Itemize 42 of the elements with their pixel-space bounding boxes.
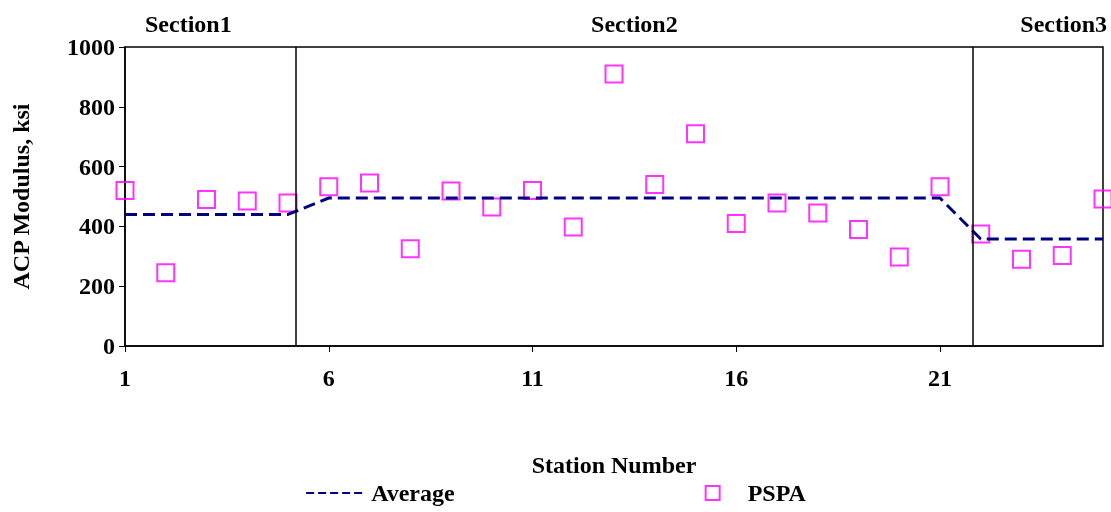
point — [767, 193, 787, 213]
y-tick-label: 1000 — [67, 34, 115, 60]
x-tick-label: 16 — [724, 365, 749, 391]
x-tick-label: 21 — [928, 365, 952, 391]
point — [808, 203, 828, 223]
x-tick-label: 11 — [521, 365, 544, 391]
point — [971, 224, 991, 244]
point — [197, 189, 216, 209]
text: Section2 — [591, 11, 678, 37]
point — [930, 177, 950, 197]
point — [849, 219, 868, 239]
y-axis-title: ACP Modulus, ksi — [8, 103, 34, 290]
x-axis-title: Station Number — [531, 452, 697, 478]
y-tick-label: 800 — [79, 93, 115, 120]
point — [156, 263, 176, 283]
point — [115, 181, 135, 201]
legend-label: Average — [371, 480, 455, 506]
y-tick-label: 0 — [103, 333, 115, 359]
point — [1012, 249, 1031, 269]
x-tick-label: 1 — [119, 365, 131, 391]
text: Section1 — [145, 11, 232, 37]
point — [482, 197, 502, 217]
x-tick-label: 6 — [322, 365, 335, 391]
y-tick-label: 600 — [79, 153, 115, 180]
point — [360, 173, 379, 193]
point — [400, 239, 420, 259]
point — [319, 177, 339, 197]
point — [686, 124, 705, 144]
y-tick-label: 200 — [79, 273, 115, 300]
point — [1052, 245, 1072, 265]
point — [441, 181, 461, 201]
point — [237, 191, 257, 211]
text: Section3 — [1020, 11, 1107, 37]
point — [604, 64, 624, 84]
point — [889, 247, 909, 267]
point — [645, 175, 665, 195]
point — [726, 213, 746, 233]
legend-label: PSPA — [747, 480, 807, 506]
point — [563, 217, 583, 237]
point — [523, 181, 542, 201]
point — [278, 193, 298, 213]
y-tick-label: 400 — [79, 213, 115, 240]
